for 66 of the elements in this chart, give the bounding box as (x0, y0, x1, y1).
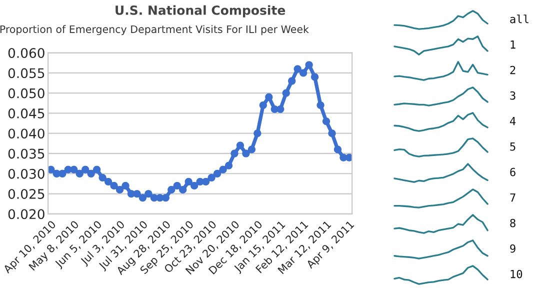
point (242, 150, 250, 158)
point (334, 146, 342, 154)
point (58, 170, 66, 178)
point (219, 166, 227, 174)
y-tick-label: 0.025 (8, 188, 44, 199)
y-axis-title: 9 (510, 244, 516, 253)
point (230, 150, 238, 158)
point (345, 154, 352, 162)
y-axis-title: 5 (510, 142, 516, 151)
point (48, 166, 55, 174)
point (294, 65, 302, 73)
point (168, 186, 176, 194)
point (208, 174, 216, 182)
point (184, 178, 192, 186)
point (328, 130, 336, 138)
point (110, 182, 118, 190)
point (116, 186, 124, 194)
point (276, 105, 284, 114)
chart-title: U.S. National Composite (116, 5, 286, 18)
point (179, 186, 187, 194)
y-tick-label: 0.035 (8, 148, 44, 159)
point (93, 166, 101, 174)
point (87, 170, 95, 178)
point (70, 166, 78, 174)
y-tick-label: 0.030 (8, 168, 44, 179)
point (310, 73, 319, 81)
point (224, 162, 233, 170)
point (82, 166, 90, 174)
y-axis-title: 1 (510, 40, 516, 49)
point (76, 170, 84, 178)
point (98, 174, 106, 182)
point (190, 182, 198, 190)
point (254, 130, 262, 138)
y-axis-title: 2 (510, 66, 516, 74)
point (133, 190, 141, 198)
y-axis-title: 3 (510, 91, 516, 100)
point (122, 182, 130, 190)
y-axis-title: all (510, 14, 528, 24)
y-tick-label: 0.020 (8, 209, 44, 220)
y-tick-label: 0.040 (8, 128, 44, 139)
y-tick-label: 0.060 (8, 48, 44, 58)
point (282, 89, 290, 97)
point (248, 146, 256, 154)
point (144, 190, 152, 198)
point (305, 61, 313, 69)
point (202, 178, 210, 186)
point (173, 182, 181, 190)
y-axis-title: 7 (510, 193, 516, 202)
point (300, 69, 308, 77)
point (288, 77, 296, 85)
point (259, 101, 267, 109)
point (213, 170, 222, 178)
point (104, 178, 112, 186)
y-axis-title: 10 (510, 270, 522, 278)
y-tick-label: 0.055 (8, 68, 44, 78)
y-axis-title: 4 (510, 116, 516, 126)
point (236, 142, 244, 150)
chart-subtitle: Proportion of Emergency Department Visits For ILI per Week (0, 25, 309, 36)
y-tick-label: 0.050 (8, 88, 44, 98)
point (316, 101, 324, 109)
point (138, 194, 147, 202)
point (322, 117, 330, 126)
y-axis-title: 8 (510, 218, 516, 228)
y-axis-title: 6 (510, 168, 516, 176)
point (162, 194, 170, 202)
y-tick-label: 0.045 (8, 108, 44, 118)
